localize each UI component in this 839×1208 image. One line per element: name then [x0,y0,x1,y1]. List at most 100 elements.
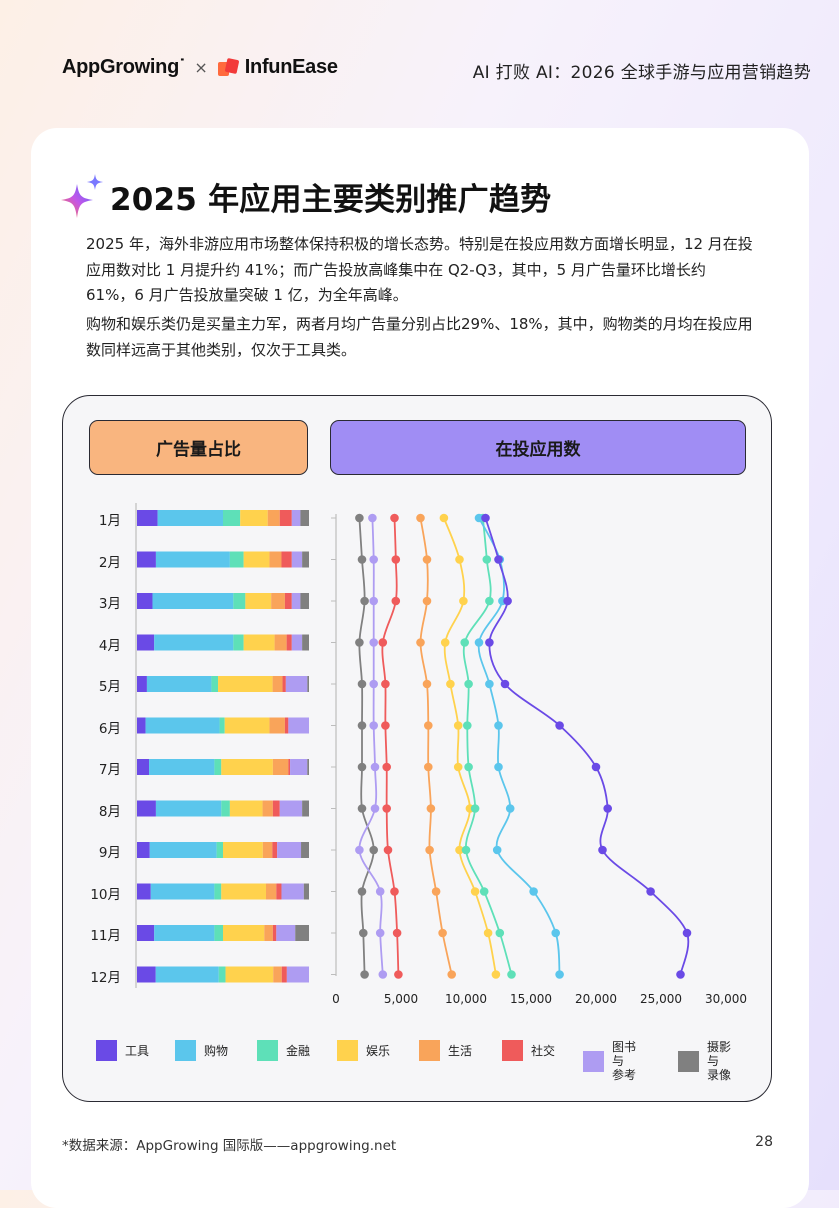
bar-segment-10月-金融 [214,883,222,900]
line-point-生活-6月 [424,721,433,730]
bar-segment-8月-购物 [155,800,222,817]
line-point-娱乐-6月 [453,721,463,730]
line-point-图书与参考-2月 [369,555,379,564]
bar-segment-10月-工具 [137,883,151,900]
line-point-摄影与录像-4月 [355,638,364,647]
line-point-工具-10月 [646,887,655,896]
bar-segment-6月-金融 [219,717,225,734]
bar-segment-8月-摄影与录像 [302,800,309,817]
line-point-娱乐-5月 [446,679,455,689]
legend-swatch [502,1040,523,1061]
line-point-购物-11月 [551,928,560,938]
bar-segment-6月-图书与参考 [288,717,309,734]
line-point-摄影与录像-9月 [369,845,379,855]
line-point-购物-6月 [494,721,503,730]
infunease-logo-icon [217,57,239,76]
line-point-社交-8月 [382,804,392,813]
bar-segment-5月-金融 [211,676,219,692]
month-label: 5月 [98,679,121,695]
line-point-工具-8月 [603,804,612,813]
bar-segment-1月-社交 [279,510,292,526]
chart-legend: 工具 购物 金融 娱乐 生活 社交 图书与 参考 摄影与 录像 [96,1040,756,1082]
bar-segment-8月-金融 [221,800,230,817]
bar-segment-2月-工具 [137,551,156,568]
bar-segment-4月-工具 [137,634,155,651]
bar-segment-9月-工具 [137,842,150,858]
bar-segment-7月-金融 [214,759,222,775]
line-point-工具-4月 [485,638,494,647]
line-point-图书与参考-8月 [370,804,380,813]
bar-segment-1月-金融 [223,510,241,526]
line-point-娱乐-11月 [483,928,493,938]
bar-segment-5月-工具 [137,676,147,692]
line-point-社交-1月 [390,513,399,523]
line-point-金融-11月 [495,928,505,938]
bar-segment-3月-金融 [233,593,246,609]
bar-segment-4月-图书与参考 [291,634,303,651]
month-label: 10月 [90,886,121,903]
line-point-图书与参考-5月 [369,679,379,689]
line-point-金融-12月 [507,970,516,979]
line-point-金融-4月 [460,638,470,647]
bar-segment-11月-生活 [264,925,273,941]
bar-segment-10月-图书与参考 [281,883,304,900]
bar-segment-5月-购物 [146,676,212,692]
line-point-工具-11月 [682,928,692,938]
month-label: 1月 [98,513,121,529]
legend-swatch [96,1040,117,1061]
line-point-摄影与录像-8月 [357,804,367,813]
bar-segment-5月-娱乐 [218,676,273,692]
legend-item-tools: 工具 [96,1040,149,1061]
line-point-摄影与录像-6月 [357,721,367,730]
legend-item-photo-video: 摄影与 录像 [678,1040,735,1082]
bar-segment-4月-生活 [274,634,287,651]
bar-segment-11月-社交 [272,925,277,941]
month-label: 3月 [98,596,121,612]
bar-segment-8月-图书与参考 [279,800,303,817]
line-point-摄影与录像-12月 [360,970,369,979]
bar-segment-9月-购物 [149,842,217,858]
line-point-摄影与录像-11月 [359,928,368,938]
month-label: 12月 [90,969,121,986]
bar-segment-9月-社交 [272,842,278,858]
line-point-摄影与录像-3月 [360,596,369,606]
line-point-金融-6月 [463,721,472,730]
x-tick-label: 0 [332,992,340,1006]
bar-segment-3月-生活 [271,593,285,609]
bar-segment-12月-生活 [273,966,282,983]
bar-segment-9月-生活 [262,842,273,858]
bar-segment-8月-社交 [272,800,280,817]
line-point-生活-3月 [422,596,432,606]
bar-segment-7月-社交 [288,759,291,775]
legend-item-lifestyle: 生活 [419,1040,472,1061]
infunease-logo: InfunEase [244,56,338,78]
line-point-生活-5月 [422,679,432,689]
bar-segment-10月-社交 [276,883,282,900]
brand-separator: × [194,58,208,77]
line-point-购物-7月 [494,762,503,772]
line-point-社交-10月 [390,887,399,896]
line-point-金融-8月 [470,804,480,813]
line-point-生活-7月 [424,762,433,772]
legend-swatch [678,1050,699,1072]
bar-segment-3月-图书与参考 [291,593,301,609]
x-tick-label: 10,000 [445,992,487,1006]
bar-segment-1月-生活 [267,510,280,526]
line-point-娱乐-4月 [440,638,450,647]
bar-segment-9月-摄影与录像 [301,842,309,858]
bar-segment-10月-摄影与录像 [303,883,309,900]
bar-segment-7月-生活 [272,759,289,775]
bar-segment-7月-摄影与录像 [307,759,309,775]
line-point-工具-6月 [555,721,564,730]
bar-segment-11月-娱乐 [223,925,265,941]
line-point-摄影与录像-1月 [355,513,364,523]
line-point-生活-9月 [425,845,434,855]
x-tick-label: 25,000 [640,992,682,1006]
line-point-娱乐-1月 [439,513,449,523]
line-point-生活-12月 [447,970,457,979]
bar-segment-1月-摄影与录像 [300,510,309,526]
page-title: 2025 年应用主要类别推广趋势 [110,182,552,218]
bar-segment-1月-工具 [137,510,158,526]
bar-segment-7月-图书与参考 [290,759,308,775]
